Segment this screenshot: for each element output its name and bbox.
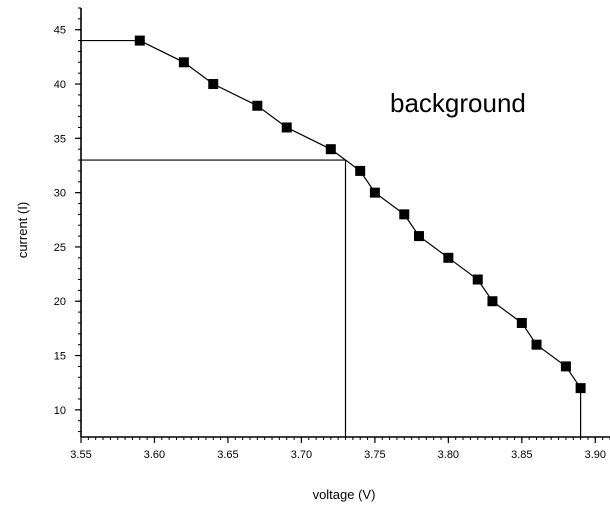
annotation-label: background — [390, 88, 526, 118]
series — [134, 35, 586, 394]
reference-lines — [81, 39, 582, 437]
data-point — [472, 274, 483, 285]
x-tick-label: 3.65 — [217, 449, 238, 461]
y-tick-label: 20 — [54, 296, 66, 308]
data-point — [413, 231, 424, 242]
data-point — [443, 252, 454, 263]
x-tick-label: 3.90 — [585, 449, 606, 461]
y-tick-label: 15 — [54, 351, 66, 363]
y-tick-label: 30 — [54, 188, 66, 200]
ticks: 3.55 3.60 3.65 3.70 3.75 3.80 3.85 3.90 10 15 20 25… — [54, 7, 610, 461]
x-tick-label: 3.70 — [291, 449, 312, 461]
data-point — [575, 383, 586, 394]
data-point — [252, 100, 263, 111]
data-point — [355, 165, 366, 176]
x-tick-label: 3.80 — [438, 449, 459, 461]
data-point — [369, 187, 380, 198]
y-tick-label: 40 — [54, 79, 66, 91]
data-point — [325, 144, 336, 155]
y-axis-label: current (I) — [15, 202, 30, 258]
data-point — [531, 339, 542, 350]
data-point — [134, 35, 145, 46]
data-point — [281, 122, 292, 133]
data-point — [516, 317, 527, 328]
x-tick-label: 3.75 — [364, 449, 385, 461]
x-tick-label: 3.85 — [511, 449, 532, 461]
x-axis-label: voltage (V) — [313, 487, 376, 502]
y-tick-label: 45 — [54, 25, 66, 37]
data-point — [208, 79, 219, 90]
data-point — [399, 209, 410, 220]
y-tick-label: 10 — [54, 405, 66, 417]
x-tick-label: 3.60 — [144, 449, 165, 461]
y-tick-label: 35 — [54, 133, 66, 145]
data-point — [178, 57, 189, 68]
x-tick-label: 3.55 — [70, 449, 91, 461]
data-point — [487, 296, 498, 307]
data-point — [560, 361, 571, 372]
y-tick-label: 25 — [54, 242, 66, 254]
